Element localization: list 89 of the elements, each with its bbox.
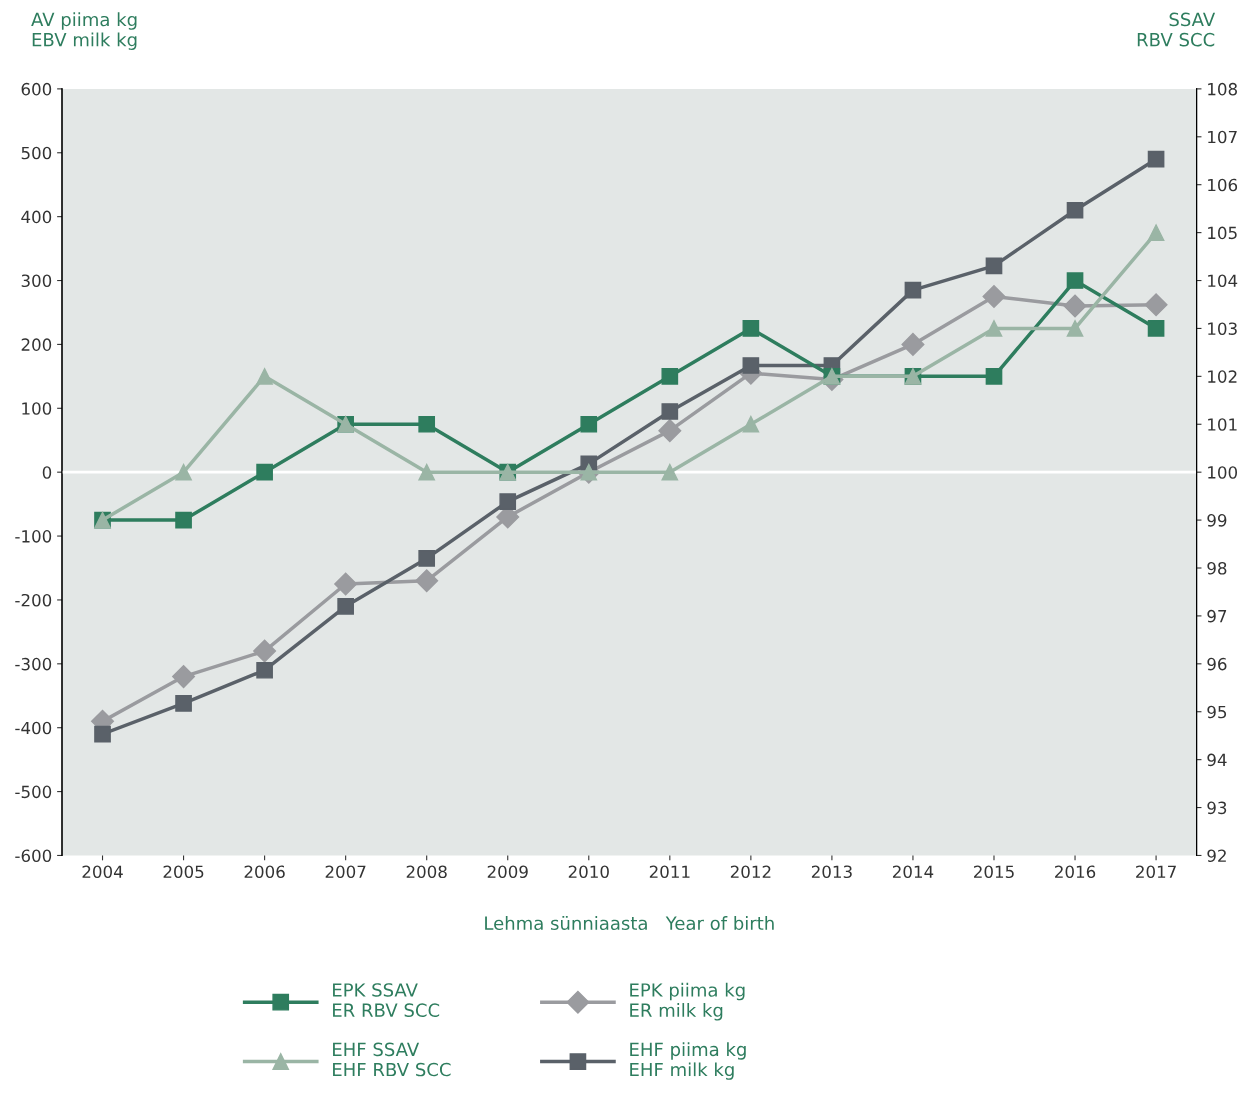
y2-tick-label: 97 (1207, 609, 1227, 623)
legend-label: EHF SSAV EHF RBV SCC (333, 1042, 451, 1077)
y2-tick-label: 108 (1208, 82, 1237, 96)
y-tick-label: -200 (15, 593, 52, 607)
y-tick-label: 400 (21, 210, 52, 224)
y2-axis-title: SSAV RBV SCC (1137, 12, 1216, 47)
x-tick-label: 2014 (892, 865, 934, 879)
point (580, 415, 598, 433)
point (1147, 320, 1165, 337)
y-tick-label: 600 (21, 82, 52, 96)
point (94, 725, 111, 743)
y-tick-label: -400 (15, 721, 52, 735)
point (337, 597, 354, 615)
point (1144, 293, 1168, 317)
point (742, 357, 760, 374)
y-tick-label: 0 (42, 466, 52, 479)
x-tick-label: 2010 (568, 865, 609, 879)
point (334, 572, 358, 596)
point (415, 569, 439, 593)
point (985, 320, 1003, 337)
point (1147, 224, 1165, 241)
y-tick-label: -500 (15, 785, 52, 799)
x-tick-label: 2017 (1136, 865, 1176, 879)
x-tick-label: 2015 (974, 865, 1014, 879)
y2-tick-label: 105 (1208, 226, 1237, 240)
x-tick-label: 2016 (1055, 865, 1096, 879)
y-tick-label: -300 (15, 657, 52, 671)
y-tick-label: 100 (22, 402, 52, 415)
legend-label: EPK piima kg ER milk kg (630, 982, 745, 1021)
y-tick-label: -600 (15, 849, 52, 863)
legend-label: EPK SSAV ER RBV SCC (333, 983, 440, 1018)
y-tick-label: 200 (21, 338, 52, 351)
x-tick-label: 2011 (649, 865, 690, 879)
point (1147, 150, 1165, 168)
y2-tick-label: 102 (1208, 370, 1237, 383)
point (418, 550, 436, 567)
point (742, 415, 760, 433)
y2-tick-label: 104 (1208, 274, 1238, 288)
y-tick-label: 300 (21, 274, 52, 288)
x-tick-label: 2004 (82, 865, 123, 879)
x-tick-label: 2007 (325, 865, 366, 879)
point (985, 257, 1003, 275)
point (982, 285, 1006, 308)
point (418, 415, 436, 433)
y2-tick-label: 92 (1207, 849, 1226, 863)
point (985, 368, 1003, 385)
point (658, 419, 682, 443)
point (172, 665, 196, 689)
point (1066, 272, 1084, 289)
point (418, 463, 436, 481)
y2-tick-label: 103 (1208, 322, 1237, 336)
point (256, 463, 273, 481)
x-tick-label: 2006 (244, 865, 285, 879)
y2-tick-label: 93 (1207, 801, 1227, 815)
y-tick-label: 500 (21, 146, 52, 160)
y-axis-title: AV piima kg EBV milk kg (31, 12, 137, 50)
y2-tick-label: 96 (1207, 657, 1227, 671)
point (661, 463, 679, 481)
y2-tick-label: 107 (1208, 130, 1237, 144)
point (175, 463, 192, 481)
point (253, 639, 277, 663)
point (901, 332, 925, 356)
point (1066, 201, 1084, 219)
point (175, 695, 192, 712)
y2-tick-label: 100 (1208, 466, 1238, 479)
y2-tick-label: 101 (1208, 418, 1237, 431)
point (661, 368, 679, 385)
point (256, 368, 273, 385)
point (256, 661, 273, 679)
x-axis-title: Lehma sünniaasta Year of birth (485, 916, 774, 931)
y-tick-label: -100 (15, 530, 52, 543)
point (742, 320, 760, 337)
point (1066, 320, 1084, 337)
point (1063, 294, 1087, 318)
legend-label: EHF piima kg EHF milk kg (630, 1042, 746, 1080)
x-tick-label: 2013 (811, 865, 852, 879)
x-tick-label: 2008 (406, 865, 447, 879)
y2-tick-label: 94 (1207, 753, 1227, 767)
y2-tick-label: 98 (1207, 561, 1227, 575)
x-tick-label: 2005 (163, 865, 204, 879)
point (499, 493, 517, 510)
x-tick-label: 2009 (487, 865, 528, 879)
point (175, 511, 192, 529)
x-tick-label: 2012 (730, 865, 771, 879)
point (904, 281, 922, 299)
point (661, 403, 679, 420)
y2-tick-label: 106 (1208, 178, 1238, 192)
y2-tick-label: 99 (1207, 514, 1227, 527)
y2-tick-label: 95 (1207, 705, 1227, 719)
